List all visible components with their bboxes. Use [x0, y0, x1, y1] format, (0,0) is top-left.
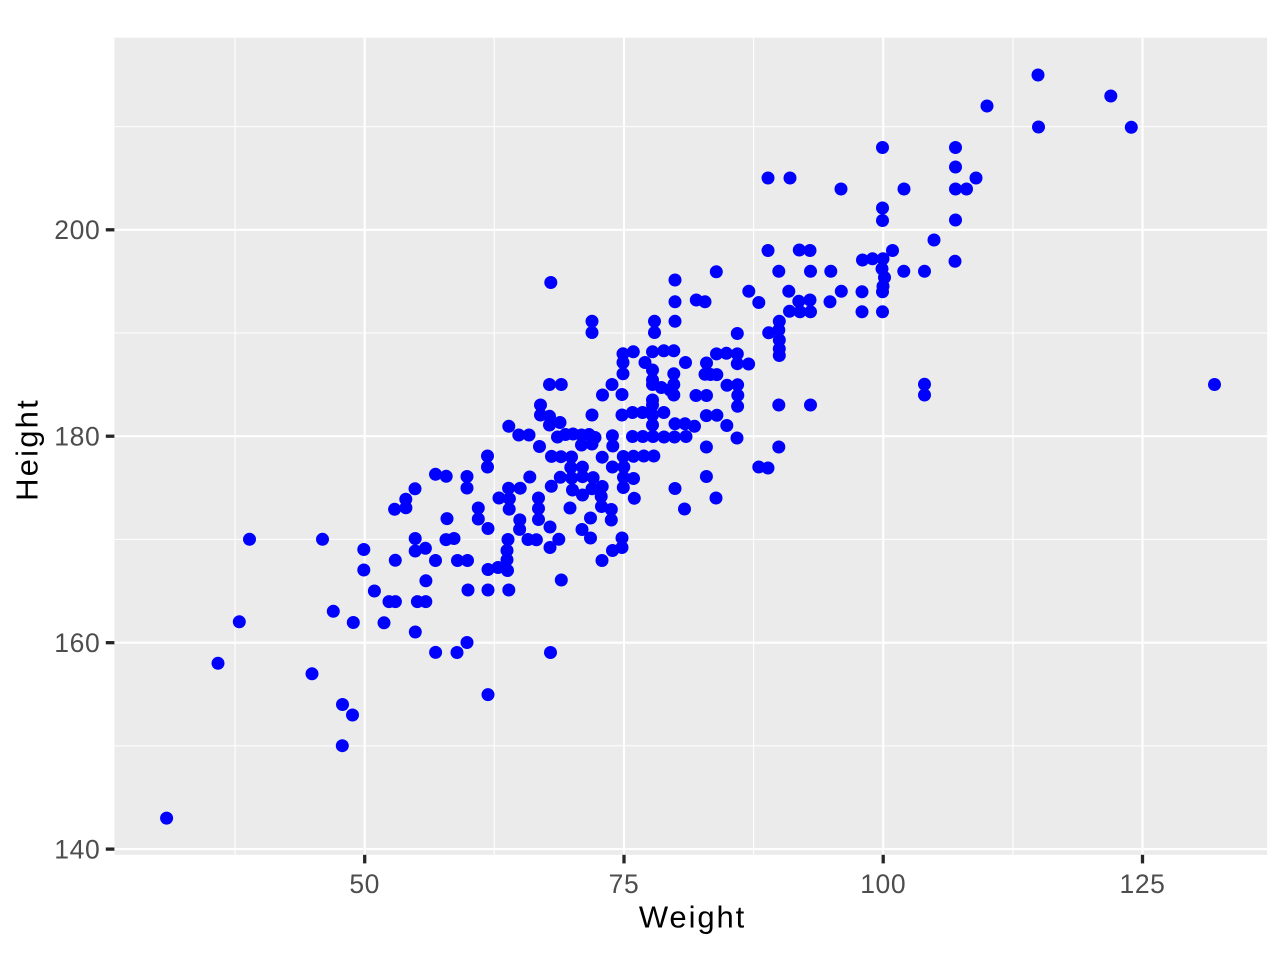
svg-text:200: 200	[54, 215, 100, 245]
svg-text:100: 100	[860, 869, 906, 899]
svg-text:180: 180	[54, 422, 100, 452]
svg-text:50: 50	[349, 869, 380, 899]
svg-text:125: 125	[1119, 869, 1165, 899]
svg-text:140: 140	[54, 834, 100, 864]
svg-text:75: 75	[609, 869, 640, 899]
svg-text:160: 160	[54, 628, 100, 658]
svg-text:Height: Height	[9, 398, 44, 501]
svg-text:Weight: Weight	[639, 900, 746, 935]
